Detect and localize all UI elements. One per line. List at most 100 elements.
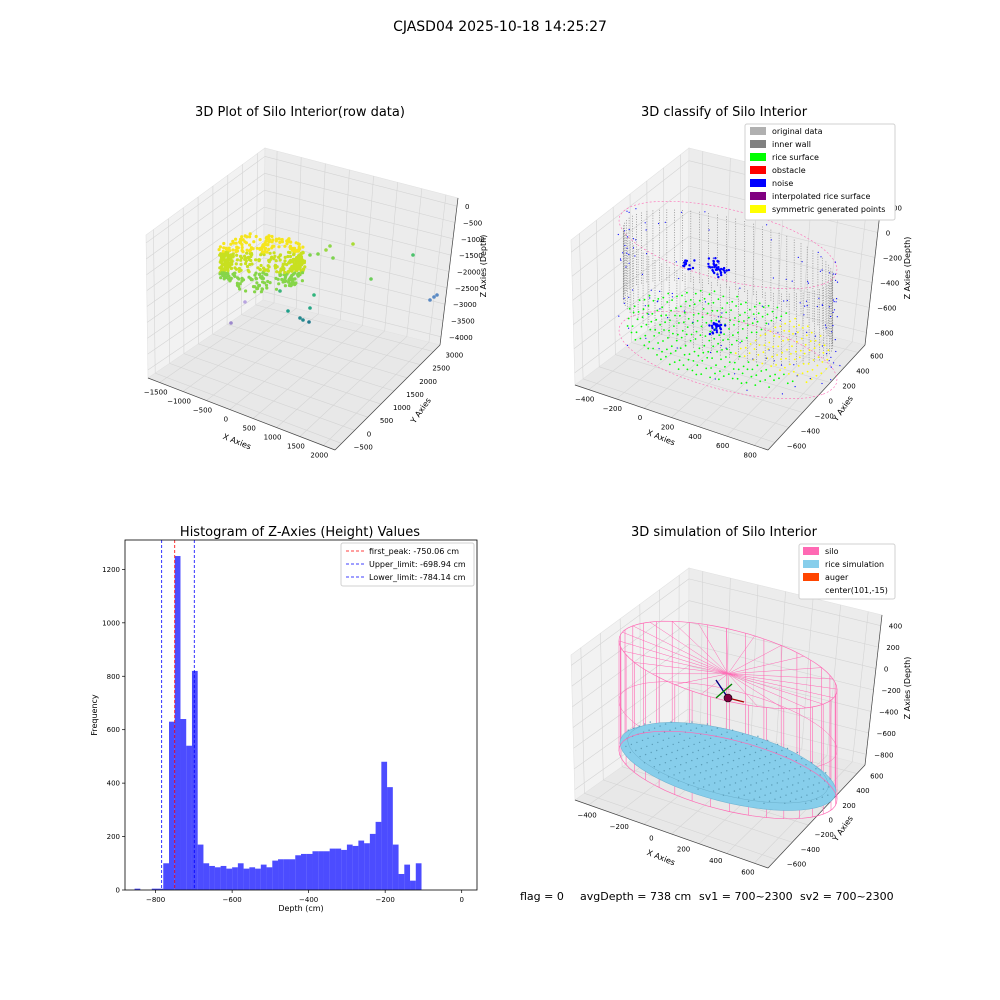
rice-mesh-point [750, 745, 752, 748]
rice-surface-point [685, 300, 687, 303]
rice-mesh-point [796, 790, 798, 792]
silo-roof-line [727, 673, 824, 705]
ring-point [267, 258, 271, 263]
ring-point [265, 286, 269, 290]
ring-point [223, 261, 227, 265]
rice-surface-point [747, 361, 750, 363]
silo-roof-line [701, 673, 729, 695]
rice-mesh-point [810, 800, 812, 802]
x-tick-label: 600 [741, 868, 754, 876]
histogram-bar [318, 851, 324, 890]
noise-point [833, 362, 835, 364]
rice-surface-point [668, 329, 670, 332]
rice-mesh-point [653, 727, 656, 729]
ring-point [221, 249, 225, 253]
ring-point [245, 251, 249, 255]
noise-point [791, 280, 793, 282]
y-tick-label: 0 [367, 430, 371, 438]
rice-mesh-point [821, 796, 823, 798]
rice-mesh-point [674, 727, 677, 729]
ring-point [280, 277, 284, 282]
y-tick-label: 1200 [102, 566, 120, 574]
rice-surface-point [805, 334, 808, 337]
rice-surface-point [786, 348, 788, 351]
legend-swatch [750, 127, 766, 135]
rice-mesh-point [734, 782, 737, 784]
rice-mesh-point [641, 739, 644, 742]
noise-point [676, 347, 678, 349]
rice-mesh-point [709, 776, 711, 778]
noise-point [821, 304, 824, 306]
y-tick-label: −200 [815, 831, 834, 839]
histogram-bar [169, 721, 175, 890]
rice-surface-point [815, 374, 818, 377]
ring-point [288, 258, 293, 263]
ring-point [286, 270, 290, 274]
noise-point [717, 316, 720, 318]
x-tick-label: 600 [716, 442, 729, 450]
grid-line [688, 578, 881, 627]
noise-cluster-point [719, 326, 722, 330]
rice-mesh-point [745, 778, 748, 780]
rice-surface-point [705, 321, 708, 324]
panel-histogram[interactable]: Histogram of Z-Axies (Height) Values −80… [90, 525, 478, 913]
rice-surface-point [731, 300, 734, 303]
x-tick-label: 1000 [264, 434, 282, 442]
panel-classify-3d[interactable]: 3D classify of Silo Interior −400 −200 0 20… [570, 105, 912, 459]
rice-surface-point [661, 306, 664, 309]
panel-raw-3d-title: 3D Plot of Silo Interior(row data) [195, 105, 405, 120]
rice-surface-point [793, 325, 795, 328]
rice-surface-point [782, 339, 784, 342]
ring-point [245, 248, 249, 252]
rice-mesh-point [719, 741, 722, 744]
rice-surface-point [778, 336, 781, 338]
rice-surface-point [654, 328, 657, 331]
ring-point [244, 289, 248, 293]
ring-point [278, 240, 282, 244]
rice-surface-point [650, 320, 653, 323]
noise-point [780, 364, 783, 366]
z-tick-label: −400 [879, 708, 898, 716]
x-tick-label: −1000 [167, 398, 191, 406]
rice-mesh-point [640, 747, 642, 750]
noise-point [833, 301, 835, 303]
grid-line [571, 185, 689, 277]
histogram-bar [381, 761, 388, 890]
rice-mesh-point [771, 745, 773, 748]
noise-point [671, 292, 673, 295]
ring-point [221, 252, 225, 256]
noise-point [797, 256, 799, 258]
histogram-bar [335, 848, 342, 890]
silo-roof-line [727, 673, 838, 690]
ring-point [272, 244, 276, 248]
noise-point [768, 323, 770, 325]
ring-point [257, 258, 261, 262]
rice-mesh-point [682, 747, 684, 750]
x-tick-label: 200 [677, 846, 690, 854]
noise-point [645, 229, 647, 231]
noise-point [628, 296, 630, 298]
rice-mesh-point [704, 739, 706, 741]
legend-label: interpolated rice surface [772, 192, 870, 201]
rice-surface-point [682, 364, 685, 366]
rice-surface-point [661, 350, 663, 353]
panel-raw-3d[interactable]: 3D Plot of Silo Interior(row data) −1500… [144, 105, 488, 460]
axis-line [574, 384, 769, 451]
ring-point [248, 235, 252, 239]
rice-surface-point [796, 340, 798, 343]
rice-surface-point [671, 299, 673, 301]
rice-surface-point [665, 355, 667, 358]
panel-classify-3d-title: 3D classify of Silo Interior [641, 105, 808, 120]
panel-simulation-3d[interactable]: 3D simulation of Silo Interior −400 −200 0… [570, 525, 912, 876]
rice-mesh-point [800, 796, 803, 798]
noise-point [635, 208, 637, 210]
rice-surface-point [761, 362, 764, 365]
noise-point [793, 364, 795, 366]
noise-point [739, 342, 741, 344]
grid-line [169, 363, 355, 431]
ring-point [296, 274, 300, 278]
silo-roof-line [727, 655, 805, 675]
grid-line [226, 324, 408, 379]
rice-surface-point [640, 325, 643, 328]
noise-point [658, 222, 660, 225]
